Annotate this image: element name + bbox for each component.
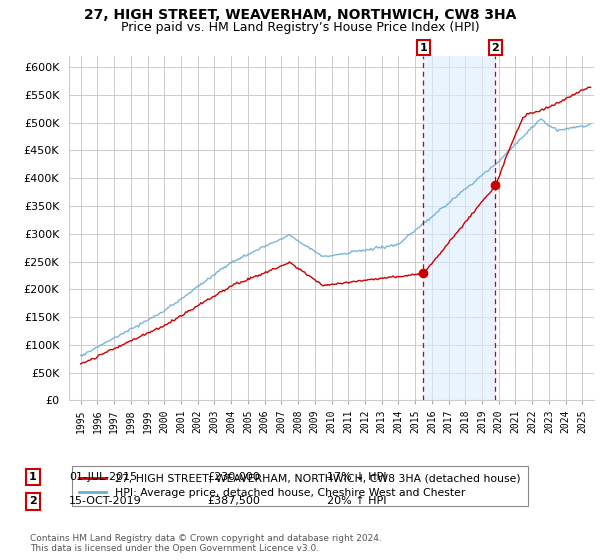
- Text: 20% ↑ HPI: 20% ↑ HPI: [327, 496, 386, 506]
- Text: 1: 1: [419, 43, 427, 53]
- Text: Price paid vs. HM Land Registry’s House Price Index (HPI): Price paid vs. HM Land Registry’s House …: [121, 21, 479, 34]
- Text: 01-JUL-2015: 01-JUL-2015: [69, 472, 137, 482]
- Text: 27, HIGH STREET, WEAVERHAM, NORTHWICH, CW8 3HA: 27, HIGH STREET, WEAVERHAM, NORTHWICH, C…: [84, 8, 516, 22]
- Text: £387,500: £387,500: [207, 496, 260, 506]
- Text: 1: 1: [29, 472, 37, 482]
- Text: 2: 2: [491, 43, 499, 53]
- Text: Contains HM Land Registry data © Crown copyright and database right 2024.
This d: Contains HM Land Registry data © Crown c…: [30, 534, 382, 553]
- Bar: [424, 56, 495, 400]
- Text: 2: 2: [29, 496, 37, 506]
- Legend: 27, HIGH STREET, WEAVERHAM, NORTHWICH, CW8 3HA (detached house), HPI: Average pr: 27, HIGH STREET, WEAVERHAM, NORTHWICH, C…: [72, 466, 529, 506]
- Text: £230,000: £230,000: [207, 472, 260, 482]
- Text: 17% ↓ HPI: 17% ↓ HPI: [327, 472, 386, 482]
- Text: 15-OCT-2019: 15-OCT-2019: [69, 496, 142, 506]
